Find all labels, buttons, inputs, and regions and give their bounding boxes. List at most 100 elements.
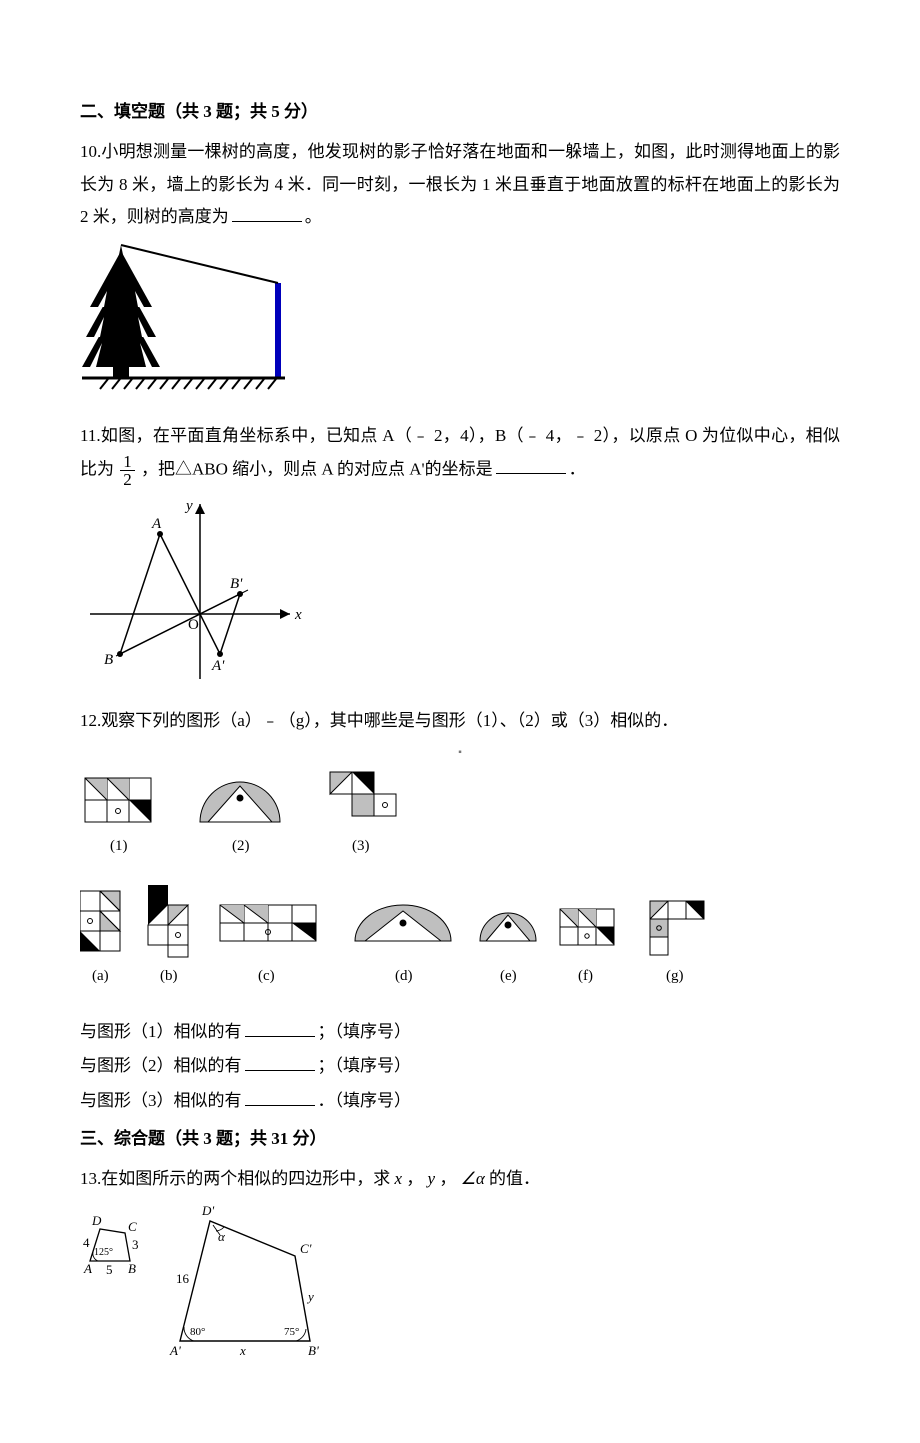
q11: 11.如图，在平面直角坐标系中，已知点 A（﹣ 2，4），B（﹣ 4，﹣ 2），… [80, 420, 840, 487]
fig13-B: B [128, 1261, 136, 1276]
fig12-shape-f [560, 909, 614, 945]
fig13: A B C D 5 4 3 125° A' B' C' D' x y 16 80… [80, 1201, 840, 1372]
q13-tb: 的值． [485, 1169, 540, 1188]
fig11-x-label: x [294, 607, 302, 623]
q12-l1b: ；（填序号） [318, 1022, 412, 1041]
fig13-angAp: 80° [190, 1326, 205, 1338]
fig12-label-c: (c) [258, 968, 275, 984]
fig13-D: D [91, 1213, 102, 1228]
fig13-y-lbl: y [306, 1289, 314, 1304]
fig12-label-e: (e) [500, 968, 517, 984]
fig10-tree [82, 245, 160, 378]
fig12-bottom: (a) (b) (c) (d) (e) [80, 885, 840, 1006]
fig12-shape-3 [330, 772, 396, 816]
fig13-Dp: D' [201, 1203, 214, 1218]
fig11-B: B [104, 652, 113, 668]
fig12-label-a: (a) [92, 968, 109, 984]
page-midmark: ▪ [80, 743, 840, 762]
q10-num: 10. [80, 142, 101, 161]
fig12-shape-c [220, 905, 316, 941]
q11-frac-den: 2 [120, 471, 135, 488]
fig12-label-2: (2) [232, 838, 250, 854]
fig13-angA: 125° [94, 1247, 113, 1258]
fig10-hatching [100, 379, 276, 389]
q13: 13.在如图所示的两个相似的四边形中，求 x ， y ， ∠α 的值． [80, 1163, 840, 1195]
fig12-shape-1 [85, 778, 151, 822]
q13-x: x [395, 1169, 403, 1188]
q12-blank3 [245, 1088, 315, 1106]
fig13-BC: 3 [132, 1237, 139, 1252]
section3-title: 三、综合题（共 3 题；共 31 分） [80, 1123, 840, 1155]
q12-text: 观察下列的图形（a）﹣（g），其中哪些是与图形（1）、（2）或（3）相似的． [101, 711, 678, 730]
fig12-top: (1) (2) (3) [80, 768, 840, 874]
fig13-alpha: α [218, 1229, 226, 1244]
q11-frac: 1 2 [120, 453, 135, 488]
q11-suffix: ． [569, 459, 586, 478]
fig13-AB: 5 [106, 1262, 113, 1277]
fig12-label-1: (1) [110, 838, 128, 854]
fig11-y-arrow [195, 504, 205, 514]
fig13-x-lbl: x [239, 1343, 246, 1358]
fig10-wall [275, 283, 281, 378]
fig12-label-b: (b) [160, 968, 178, 984]
fig12-label-f: (f) [578, 968, 593, 984]
fig10 [80, 239, 840, 410]
fig12-shape-d [355, 905, 451, 941]
fig13-A: A [83, 1261, 92, 1276]
fig11-x-arrow [280, 609, 290, 619]
q12-num: 12. [80, 711, 101, 730]
q13-y: y [428, 1169, 436, 1188]
fig13-Bp: B' [308, 1343, 319, 1358]
fig13-angBp: 75° [284, 1326, 299, 1338]
q12-line3: 与图形（3）相似的有．（填序号） [80, 1085, 840, 1117]
fig13-C: C [128, 1219, 137, 1234]
fig13-big: A' B' C' D' x y 16 80° 75° α [169, 1203, 319, 1358]
q12-line1: 与图形（1）相似的有 ；（填序号） [80, 1016, 840, 1048]
fig12-shape-e [480, 913, 536, 941]
q12-l2a: 与图形（2）相似的有 [80, 1056, 242, 1075]
q12-line2: 与图形（2）相似的有 ；（填序号） [80, 1050, 840, 1082]
q12-blank1 [245, 1019, 315, 1037]
fig12-shape-g [650, 901, 704, 955]
fig12-label-3: (3) [352, 838, 370, 854]
q13-s2: ， [435, 1169, 461, 1188]
fig11-tri-ApBpO [200, 594, 240, 654]
q10: 10.小明想测量一棵树的高度，他发现树的影子恰好落在地面和一躲墙上，如图，此时测… [80, 136, 840, 233]
q11-blank [496, 456, 566, 474]
fig11-A: A [151, 516, 162, 532]
q10-blank [232, 204, 302, 222]
fig13-Ap: A' [169, 1343, 181, 1358]
q10-text: 小明想测量一棵树的高度，他发现树的影子恰好落在地面和一躲墙上，如图，此时测得地面… [80, 142, 840, 226]
fig11-line-BOBp [116, 590, 248, 656]
fig11-y-label: y [184, 498, 193, 514]
section2-title: 二、填空题（共 3 题；共 5 分） [80, 96, 840, 128]
q11-text-b: ，把△ABO 缩小，则点 A 的对应点 A'的坐标是 [141, 459, 493, 478]
q10-suffix: 。 [305, 207, 322, 226]
q13-angle: ∠α [461, 1169, 485, 1188]
fig11-Ap: A' [211, 658, 225, 674]
fig13-Cp: C' [300, 1241, 312, 1256]
fig11-tri-ABO [120, 534, 200, 654]
q13-num: 13. [80, 1169, 101, 1188]
fig12-shape-2 [200, 782, 280, 822]
q13-s1: ， [402, 1169, 428, 1188]
q12-blank2 [245, 1053, 315, 1071]
fig11: x y O A B B' A' [80, 494, 840, 695]
fig12-label-d: (d) [395, 968, 413, 984]
fig13-ApDp: 16 [176, 1271, 190, 1286]
q11-frac-num: 1 [120, 453, 135, 471]
q12-l2b: ；（填序号） [318, 1056, 412, 1075]
fig10-ray [121, 245, 278, 283]
fig12-label-g: (g) [666, 968, 684, 984]
fig11-Bp: B' [230, 576, 243, 592]
q12: 12.观察下列的图形（a）﹣（g），其中哪些是与图形（1）、（2）或（3）相似的… [80, 705, 840, 737]
fig13-small: A B C D 5 4 3 125° [83, 1213, 139, 1277]
fig13-AD: 4 [83, 1235, 90, 1250]
q13-ta: 在如图所示的两个相似的四边形中，求 [101, 1169, 394, 1188]
q12-l1a: 与图形（1）相似的有 [80, 1022, 242, 1041]
fig11-pt-Ap [217, 651, 223, 657]
fig12-shape-b [148, 885, 188, 957]
q12-l3a: 与图形（3）相似的有 [80, 1091, 242, 1110]
fig12-shape-a [80, 891, 120, 951]
q11-num: 11. [80, 426, 101, 445]
